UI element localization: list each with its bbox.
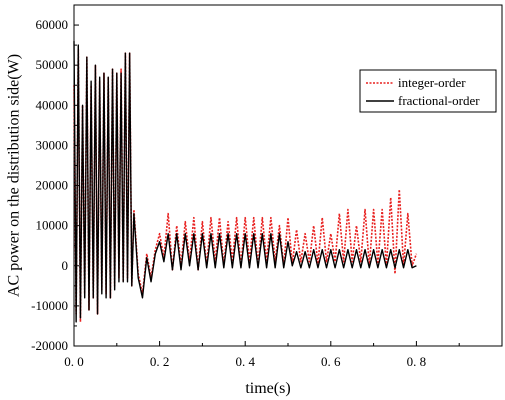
legend-box bbox=[359, 69, 497, 113]
series-line-fractional-order bbox=[73, 41, 417, 323]
y-axis-title: AC power on the distribution side(W) bbox=[6, 54, 23, 297]
y-tick-label: 60000 bbox=[36, 17, 69, 32]
legend: integer-order fractional-order bbox=[359, 69, 497, 113]
y-tick-label: 50000 bbox=[36, 57, 69, 72]
x-tick-label: 0. 0 bbox=[64, 354, 84, 369]
legend-label: integer-order bbox=[398, 75, 466, 90]
y-axis-ticks: -20000 -10000 0 10000 20000 30000 40000 50000 60… bbox=[31, 17, 79, 353]
y-tick-label: 40000 bbox=[36, 97, 69, 112]
y-tick-label: 30000 bbox=[36, 137, 69, 152]
x-tick-label: 0. 8 bbox=[407, 354, 427, 369]
x-axis-ticks: 0. 0 0. 2 0. 4 0. 6 0. 8 bbox=[64, 341, 460, 369]
y-tick-label: -20000 bbox=[31, 338, 68, 353]
y-tick-label: 0 bbox=[62, 258, 69, 273]
y-tick-label: 20000 bbox=[36, 178, 69, 193]
x-axis-title: time(s) bbox=[245, 380, 290, 397]
legend-label: fractional-order bbox=[398, 93, 480, 108]
x-tick-label: 0. 6 bbox=[321, 354, 341, 369]
series-layer bbox=[73, 41, 418, 323]
plot-border bbox=[73, 4, 503, 347]
y-tick-label: -10000 bbox=[31, 298, 68, 313]
y-tick-label: 10000 bbox=[36, 218, 69, 233]
plot-frame bbox=[73, 4, 503, 347]
x-tick-label: 0. 4 bbox=[235, 354, 255, 369]
x-tick-label: 0. 2 bbox=[150, 354, 170, 369]
